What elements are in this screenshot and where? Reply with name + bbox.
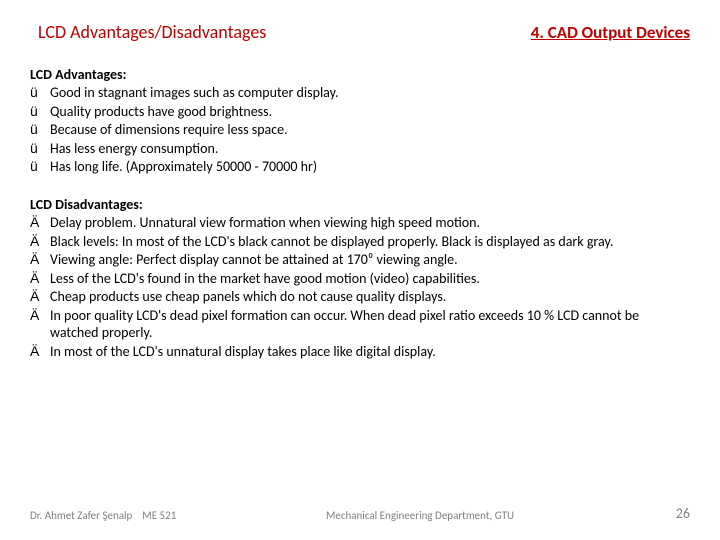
footer-dept: Mechanical Engineering Department, GTU	[190, 509, 650, 522]
advantage-item: üGood in stagnant images such as compute…	[30, 84, 690, 102]
disadvantage-item: ÄViewing angle: Perfect display cannot b…	[30, 251, 690, 269]
disadvantage-text: Less of the LCD's found in the market ha…	[50, 270, 690, 288]
disadvantages-section: LCD Disadvantages: ÄDelay problem. Unnat…	[30, 196, 690, 361]
advantage-text: Because of dimensions require less space…	[50, 121, 690, 139]
disadvantage-text: Cheap products use cheap panels which do…	[50, 288, 690, 306]
disadvantage-item: ÄBlack levels: In most of the LCD's blac…	[30, 233, 690, 251]
advantage-text: Good in stagnant images such as computer…	[50, 84, 690, 102]
disadvantage-item: ÄDelay problem. Unnatural view formation…	[30, 214, 690, 232]
advantage-item: üHas long life. (Approximately 50000 - 7…	[30, 158, 690, 176]
footer-author: Dr. Ahmet Zafer Şenalp ME 521	[30, 509, 190, 522]
disadvantage-bullet-icon: Ä	[30, 307, 50, 342]
disadvantage-text: In most of the LCD's unnatural display t…	[50, 343, 690, 361]
footer-page-number: 26	[650, 505, 690, 522]
advantage-bullet-icon: ü	[30, 103, 50, 121]
disadvantage-item: ÄCheap products use cheap panels which d…	[30, 288, 690, 306]
disadvantage-bullet-icon: Ä	[30, 233, 50, 251]
advantage-bullet-icon: ü	[30, 158, 50, 176]
disadvantage-bullet-icon: Ä	[30, 251, 50, 269]
disadvantage-bullet-icon: Ä	[30, 288, 50, 306]
slide-title: LCD Advantages/Disadvantages	[38, 22, 266, 44]
advantage-text: Has long life. (Approximately 50000 - 70…	[50, 158, 690, 176]
advantage-item: üBecause of dimensions require less spac…	[30, 121, 690, 139]
disadvantage-bullet-icon: Ä	[30, 214, 50, 232]
disadvantage-text: In poor quality LCD's dead pixel formati…	[50, 307, 690, 342]
advantage-text: Quality products have good brightness.	[50, 103, 690, 121]
disadvantage-item: ÄLess of the LCD's found in the market h…	[30, 270, 690, 288]
disadvantage-bullet-icon: Ä	[30, 270, 50, 288]
chapter-title: 4. CAD Output Devices	[531, 22, 690, 44]
advantage-bullet-icon: ü	[30, 140, 50, 158]
advantage-item: üHas less energy consumption.	[30, 140, 690, 158]
disadvantage-item: ÄIn most of the LCD's unnatural display …	[30, 343, 690, 361]
disadvantage-text: Black levels: In most of the LCD's black…	[50, 233, 690, 251]
disadvantage-text: Viewing angle: Perfect display cannot be…	[50, 251, 690, 269]
advantages-heading: LCD Advantages:	[30, 66, 690, 84]
advantage-bullet-icon: ü	[30, 84, 50, 102]
advantages-section: LCD Advantages: üGood in stagnant images…	[30, 66, 690, 176]
advantage-text: Has less energy consumption.	[50, 140, 690, 158]
disadvantage-bullet-icon: Ä	[30, 343, 50, 361]
disadvantages-heading: LCD Disadvantages:	[30, 196, 690, 214]
disadvantage-item: ÄIn poor quality LCD's dead pixel format…	[30, 307, 690, 342]
disadvantage-text: Delay problem. Unnatural view formation …	[50, 214, 690, 232]
advantage-item: üQuality products have good brightness.	[30, 103, 690, 121]
slide-footer: Dr. Ahmet Zafer Şenalp ME 521 Mechanical…	[0, 505, 720, 522]
advantage-bullet-icon: ü	[30, 121, 50, 139]
